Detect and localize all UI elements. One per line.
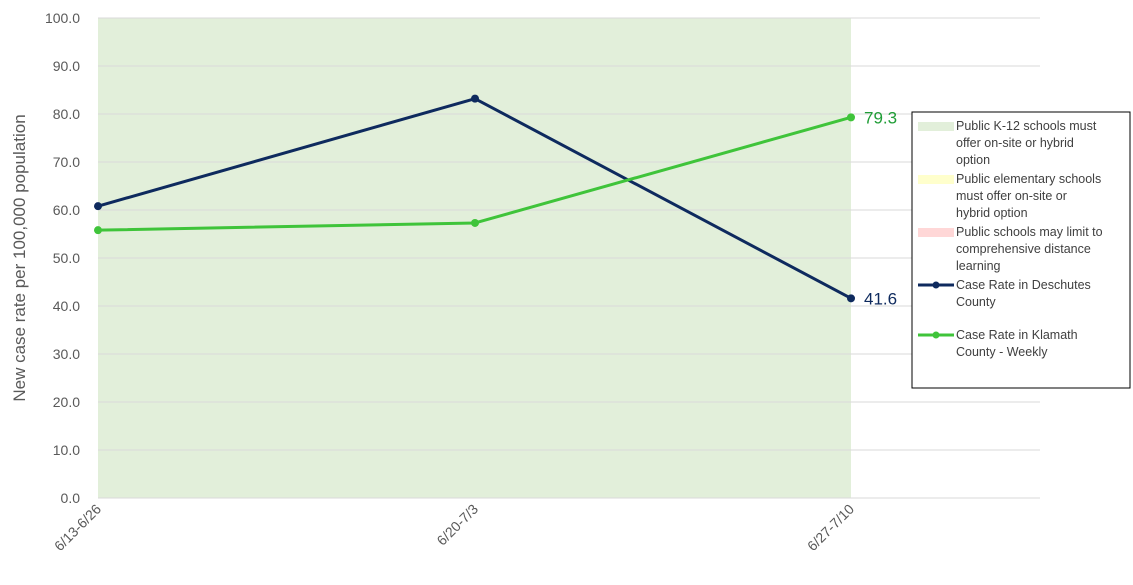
legend-item-public-elementary-schools-must-offer-on-site-or-hybrid-option: Public elementary schools must offer on-s… bbox=[918, 172, 1101, 220]
y-tick-label: 80.0 bbox=[53, 106, 80, 122]
legend-label: Case Rate in Deschutes bbox=[956, 278, 1091, 292]
data-point bbox=[471, 218, 479, 227]
data-point bbox=[847, 294, 855, 303]
legend-label: must offer on-site or bbox=[956, 189, 1067, 203]
y-axis-ticks: 0.0 10.0 20.0 30.0 40.0 50.0 60.0 70.0 80.0 90.0 1… bbox=[45, 10, 80, 506]
series-layer bbox=[94, 94, 855, 303]
legend-label: Public K-12 schools must bbox=[956, 119, 1097, 133]
y-tick-label: 20.0 bbox=[53, 394, 80, 410]
y-tick-label: 10.0 bbox=[53, 442, 80, 458]
legend-item-public-schools-may-limit-to-comprehensive-distance-learning: Public schools may limit to comprehensive… bbox=[918, 225, 1103, 273]
y-tick-label: 60.0 bbox=[53, 202, 80, 218]
y-tick-label: 40.0 bbox=[53, 298, 80, 314]
data-point bbox=[847, 113, 855, 122]
legend-swatch-marker bbox=[932, 331, 940, 339]
legend-label: County - Weekly bbox=[956, 345, 1048, 359]
legend-swatch bbox=[918, 122, 954, 131]
y-tick-label: 70.0 bbox=[53, 154, 80, 170]
legend-item-case-rate-in-deschutes-county: Case Rate in Deschutes County bbox=[918, 278, 1091, 309]
series-case-rate-in-deschutes-county bbox=[94, 94, 855, 303]
x-tick-label: 6/13-6/26 bbox=[51, 501, 104, 554]
data-label-case-rate-in-deschutes-county: 41.6 bbox=[864, 289, 897, 308]
x-tick-label: 6/20-7/3 bbox=[433, 501, 481, 549]
y-tick-label: 50.0 bbox=[53, 250, 80, 266]
legend-swatch bbox=[918, 175, 954, 184]
legend-swatch bbox=[918, 228, 954, 237]
legend-label: Public schools may limit to bbox=[956, 225, 1103, 239]
data-point bbox=[94, 202, 102, 211]
legend-label: hybrid option bbox=[956, 206, 1028, 220]
legend-label: offer on-site or hybrid bbox=[956, 136, 1074, 150]
data-label-case-rate-in-klamath-county-weekly: 79.3 bbox=[864, 108, 897, 127]
data-point bbox=[94, 226, 102, 235]
x-tick-label: 6/27-7/10 bbox=[804, 501, 857, 554]
series-case-rate-in-klamath-county-weekly bbox=[94, 113, 855, 235]
legend-label: County bbox=[956, 295, 996, 309]
y-axis-title: New case rate per 100,000 population bbox=[10, 114, 29, 401]
x-axis-ticks: 6/13-6/26 6/20-7/3 6/27-7/10 bbox=[51, 501, 857, 554]
legend-label: Case Rate in Klamath bbox=[956, 328, 1078, 342]
legend-label: comprehensive distance bbox=[956, 242, 1091, 256]
legend-swatch-marker bbox=[932, 281, 940, 289]
legend-label: learning bbox=[956, 259, 1001, 273]
data-labels: 41.6 79.3 bbox=[864, 108, 897, 308]
legend-box bbox=[911, 111, 1131, 389]
legend-label: option bbox=[956, 153, 990, 167]
y-tick-label: 0.0 bbox=[61, 490, 81, 506]
y-tick-label: 30.0 bbox=[53, 346, 80, 362]
legend-item-public-k-12-schools-must-offer-on-site-or-hybrid-option: Public K-12 schools must offer on-site or… bbox=[918, 119, 1097, 167]
data-point bbox=[471, 94, 479, 103]
legend-item-case-rate-in-klamath-county-weekly: Case Rate in Klamath County - Weekly bbox=[918, 328, 1078, 359]
legend-label: Public elementary schools bbox=[956, 172, 1101, 186]
y-tick-label: 90.0 bbox=[53, 58, 80, 74]
legend: Public K-12 schools must offer on-site or… bbox=[911, 111, 1131, 389]
y-tick-label: 100.0 bbox=[45, 10, 80, 26]
